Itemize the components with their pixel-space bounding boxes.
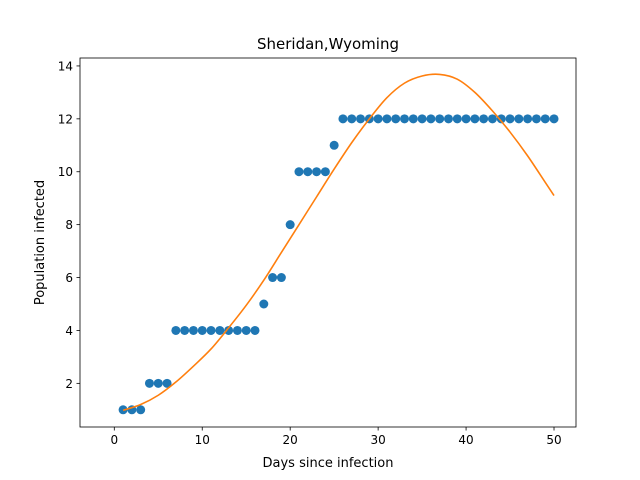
data-point — [461, 114, 471, 124]
data-point — [250, 325, 260, 335]
data-point — [188, 325, 198, 335]
data-point — [435, 114, 445, 124]
data-point — [373, 114, 383, 124]
data-point — [206, 325, 216, 335]
data-point — [180, 325, 190, 335]
data-point — [540, 114, 550, 124]
y-tick-label: 8 — [65, 218, 73, 232]
data-point — [338, 114, 348, 124]
data-point — [479, 114, 489, 124]
x-axis: 0 10 20 30 40 50 — [110, 427, 562, 447]
data-point — [162, 378, 172, 388]
chart-title: Sheridan,Wyoming — [257, 35, 399, 53]
scatter-series — [118, 114, 559, 415]
x-axis-label: Days since infection — [263, 456, 394, 471]
data-point — [215, 325, 225, 335]
data-point — [408, 114, 418, 124]
x-tick-label: 0 — [110, 433, 118, 447]
data-point — [232, 325, 242, 335]
y-tick-label: 14 — [58, 59, 73, 73]
x-tick-label: 50 — [546, 433, 561, 447]
data-point — [294, 167, 304, 177]
data-point — [417, 114, 427, 124]
data-point — [312, 167, 322, 177]
data-point — [549, 114, 559, 124]
data-point — [197, 325, 207, 335]
plot-area — [118, 73, 559, 415]
data-point — [285, 220, 295, 230]
data-point — [356, 114, 366, 124]
data-point — [171, 325, 181, 335]
data-point — [153, 378, 163, 388]
data-point — [523, 114, 533, 124]
data-point — [136, 405, 146, 415]
data-point — [320, 167, 330, 177]
y-tick-label: 10 — [58, 165, 73, 179]
data-point — [303, 167, 313, 177]
data-point — [347, 114, 357, 124]
data-point — [505, 114, 515, 124]
y-tick-label: 6 — [65, 271, 73, 285]
data-point — [496, 114, 506, 124]
data-point — [470, 114, 480, 124]
data-point — [391, 114, 401, 124]
data-point — [241, 325, 251, 335]
x-tick-label: 10 — [195, 433, 210, 447]
data-point — [276, 273, 286, 283]
x-tick-label: 40 — [458, 433, 473, 447]
data-point — [452, 114, 462, 124]
x-tick-label: 20 — [283, 433, 298, 447]
data-point — [224, 325, 234, 335]
data-point — [259, 299, 269, 309]
fit-curve — [122, 73, 555, 412]
data-point — [400, 114, 410, 124]
data-point — [382, 114, 392, 124]
data-point — [487, 114, 497, 124]
data-point — [443, 114, 453, 124]
data-point — [426, 114, 436, 124]
data-point — [144, 378, 154, 388]
y-tick-label: 12 — [58, 112, 73, 126]
y-tick-label: 4 — [65, 324, 73, 338]
y-tick-label: 2 — [65, 377, 73, 391]
x-tick-label: 30 — [370, 433, 385, 447]
data-point — [329, 140, 339, 150]
data-point — [514, 114, 524, 124]
axes-frame — [79, 57, 577, 428]
y-axis-label: Population infected — [33, 180, 48, 305]
data-point — [268, 273, 278, 283]
data-point — [531, 114, 541, 124]
y-axis: 2 4 6 8 10 12 14 — [58, 59, 80, 391]
